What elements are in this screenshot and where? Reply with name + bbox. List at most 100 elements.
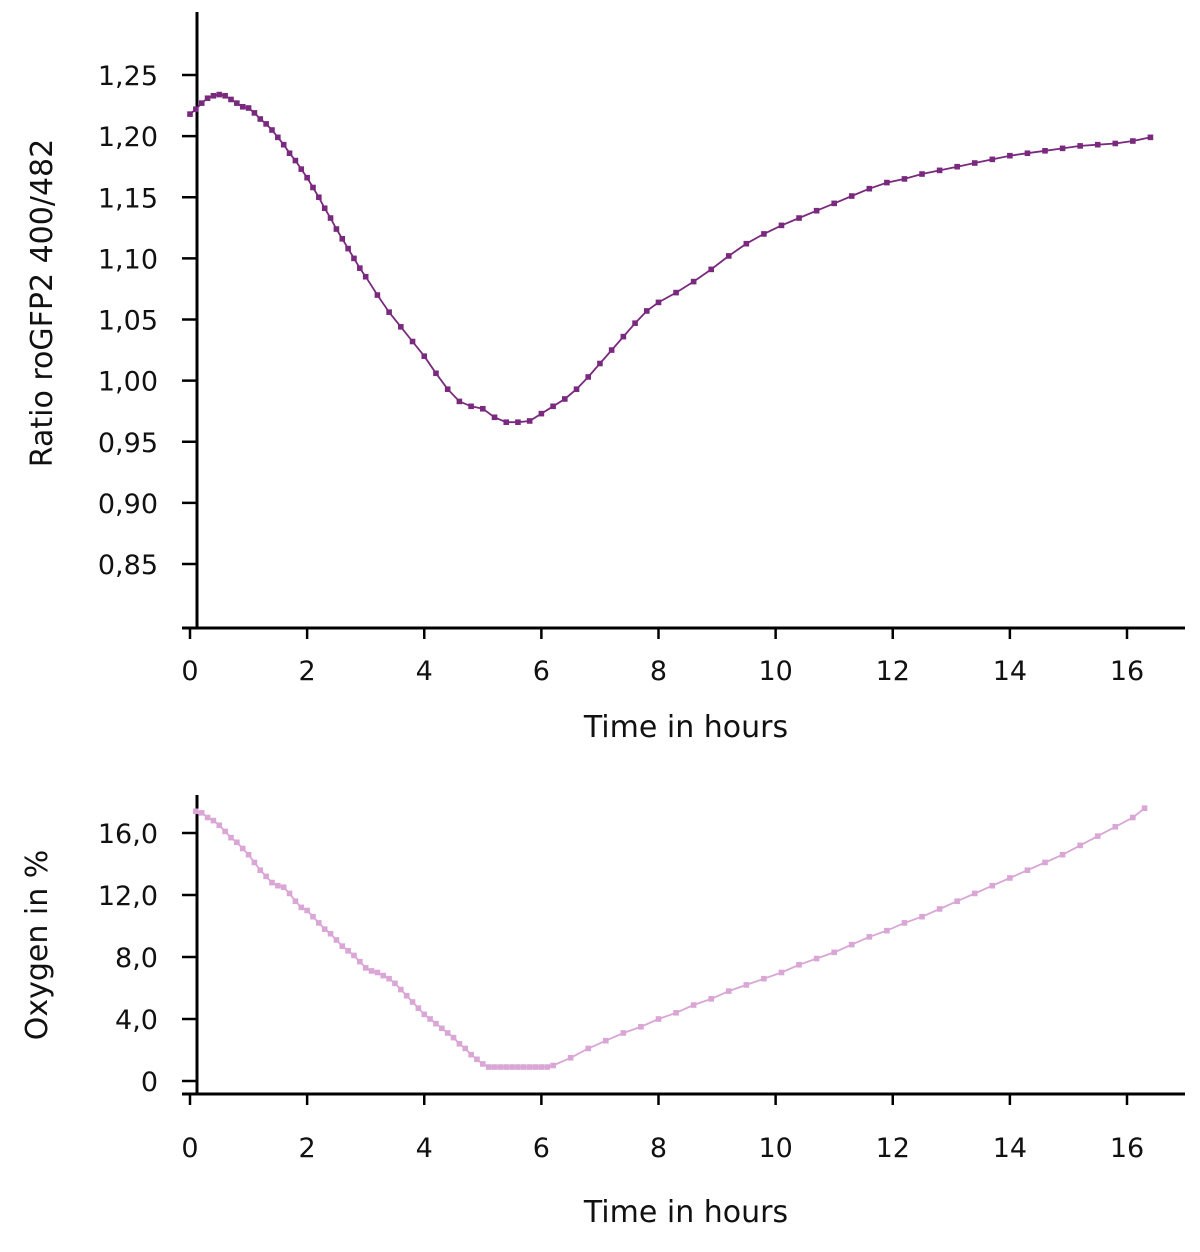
data-point: [421, 353, 428, 359]
data-point: [310, 184, 316, 191]
data-point: [1130, 138, 1136, 144]
data-point: [743, 982, 750, 988]
data-point: [298, 166, 305, 172]
data-point: [573, 386, 580, 392]
data-point: [1042, 147, 1048, 154]
data-point: [275, 134, 281, 141]
y-tick-label: 1,05: [98, 306, 158, 337]
data-point: [362, 273, 369, 280]
data-point: [251, 110, 258, 116]
data-point: [497, 1064, 504, 1070]
data-point: [386, 309, 392, 315]
data-point: [427, 1016, 433, 1022]
data-point: [216, 91, 223, 98]
data-point: [1024, 867, 1031, 873]
data-point: [1112, 140, 1119, 147]
data-point: [456, 1041, 463, 1047]
data-point: [491, 1064, 498, 1070]
data-point: [415, 1005, 422, 1011]
data-point: [310, 913, 316, 920]
y-axis-title: Oxygen in %: [20, 850, 55, 1041]
data-point: [398, 324, 404, 330]
data-point: [269, 127, 275, 133]
data-point: [544, 1064, 551, 1070]
data-point: [345, 948, 351, 954]
y-tick-label: 1,20: [98, 122, 158, 153]
x-tick-label: 8: [650, 1133, 667, 1164]
data-point: [936, 906, 943, 912]
data-point: [392, 980, 398, 987]
data-point: [585, 1045, 592, 1052]
data-point: [538, 410, 545, 417]
data-point: [298, 904, 305, 911]
data-point: [597, 360, 603, 367]
data-point: [239, 845, 246, 852]
data-point: [503, 1064, 510, 1070]
data-point: [327, 930, 334, 937]
x-tick-label: 14: [993, 656, 1027, 687]
data-point: [620, 1030, 627, 1036]
data-point: [971, 160, 978, 166]
data-point: [480, 1061, 486, 1067]
data-point: [468, 403, 474, 410]
data-point: [521, 1064, 527, 1070]
data-point: [187, 111, 193, 117]
data-point: [292, 898, 299, 904]
data-point: [526, 418, 533, 424]
data-point: [234, 100, 240, 106]
data-point: [245, 851, 252, 858]
data-point: [831, 200, 837, 207]
data-point: [468, 1051, 474, 1058]
data-point: [778, 222, 785, 229]
data-point: [228, 834, 234, 841]
data-point: [708, 996, 715, 1002]
data-point: [954, 163, 960, 170]
data-point: [216, 822, 223, 829]
data-point: [204, 95, 211, 102]
data-point: [725, 253, 732, 259]
data-point: [357, 958, 363, 965]
x-tick-label: 14: [993, 1133, 1027, 1164]
data-point: [280, 884, 287, 891]
y-axis-title: Ratio roGFP2 400/482: [25, 139, 60, 467]
data-point: [239, 103, 246, 110]
data-point: [286, 150, 293, 157]
data-point: [222, 92, 228, 99]
data-point: [1024, 150, 1031, 157]
data-point: [1112, 824, 1119, 830]
data-point: [439, 1025, 445, 1032]
data-point: [725, 988, 732, 994]
data-point: [450, 1034, 457, 1041]
x-tick-label: 4: [416, 656, 433, 687]
data-point: [562, 396, 568, 402]
data-point: [333, 226, 340, 232]
data-point: [936, 167, 943, 174]
data-point: [1007, 875, 1013, 881]
y-tick-label: 0: [141, 1067, 158, 1098]
y-tick-label: 8,0: [115, 943, 158, 974]
data-point: [491, 414, 498, 421]
data-point: [409, 338, 416, 345]
data-point: [409, 999, 416, 1005]
data-point: [198, 100, 205, 106]
data-point: [761, 231, 767, 237]
data-point: [456, 398, 463, 405]
data-point: [198, 810, 205, 816]
data-point: [532, 1064, 539, 1070]
data-point: [263, 121, 269, 127]
data-point: [954, 898, 960, 904]
data-point: [673, 1010, 679, 1016]
data-point: [632, 320, 638, 326]
data-point: [708, 266, 715, 273]
data-point: [251, 859, 258, 866]
data-point: [351, 255, 357, 262]
x-tick-label: 0: [181, 656, 198, 687]
data-point: [321, 926, 328, 932]
y-tick-label: 16,0: [98, 819, 158, 850]
data-point: [526, 1064, 533, 1070]
data-point: [901, 920, 908, 926]
x-tick-label: 2: [299, 656, 316, 687]
y-tick-label: 1,10: [98, 244, 158, 275]
data-point: [1077, 143, 1083, 149]
